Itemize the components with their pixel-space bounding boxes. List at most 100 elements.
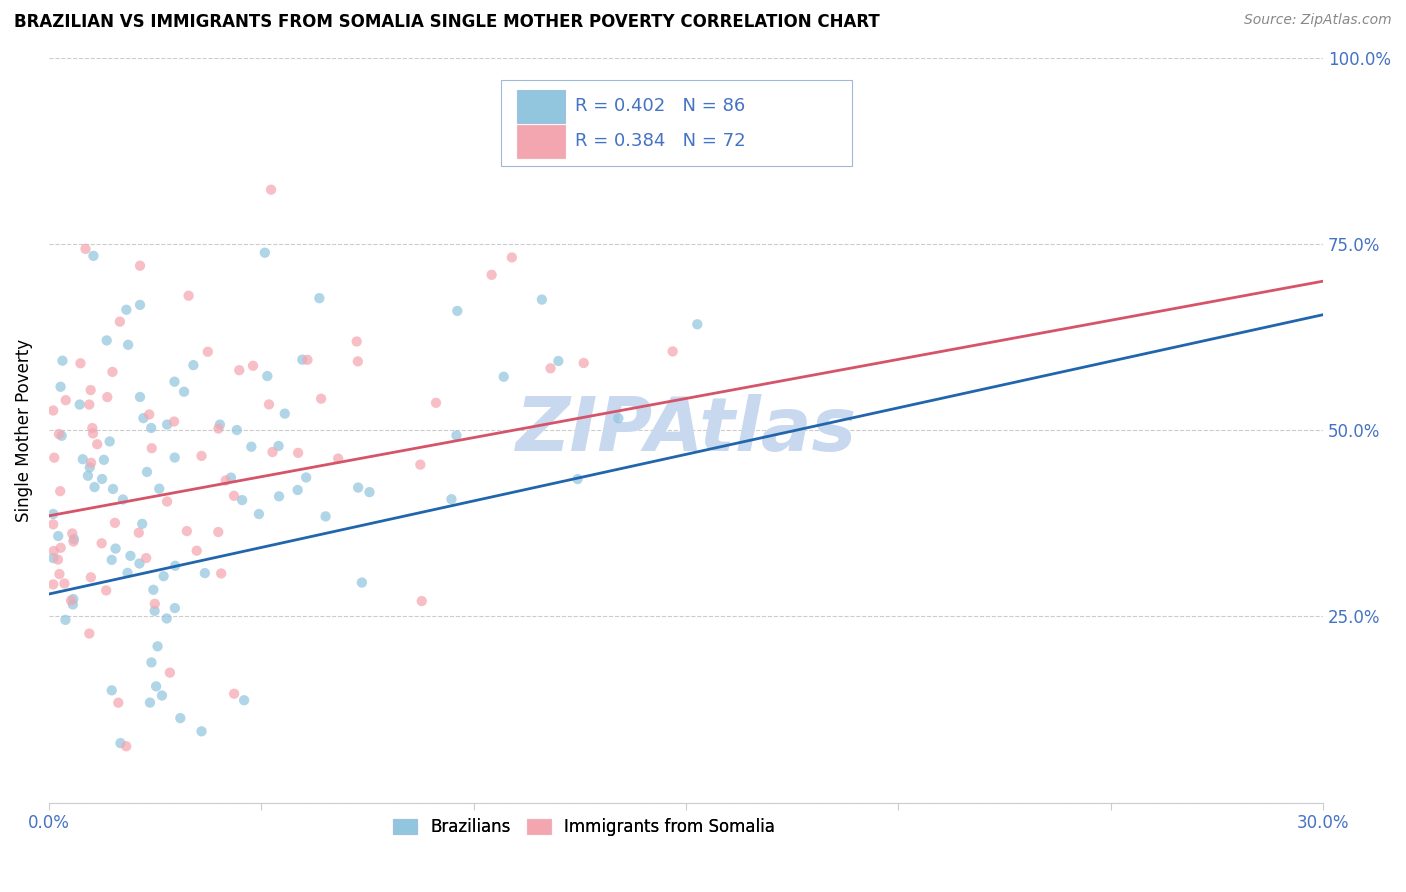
Point [194,566,217,580]
Point [63,532,86,546]
Point [207,421,229,435]
Point [90,536,112,550]
Point [128,525,150,540]
Point [446,304,468,318]
Point [48,427,70,442]
Point [530,293,553,307]
Point [572,356,595,370]
Point [49,541,72,555]
Point [240,440,263,454]
Point [60,526,83,541]
Point [148,482,170,496]
Point [347,354,370,368]
Point [82,421,104,435]
Point [104,516,127,530]
Point [104,541,127,556]
Point [110,736,132,750]
Point [350,575,373,590]
Point [308,291,330,305]
Point [291,352,314,367]
FancyBboxPatch shape [502,80,852,166]
Point [55,613,77,627]
Point [55,393,77,408]
Point [77,468,100,483]
Point [141,421,163,435]
Point [100,683,122,698]
Point [83,480,105,494]
Point [150,689,173,703]
Point [186,543,208,558]
Point [359,485,381,500]
Point [51,429,73,443]
Point [247,507,270,521]
Point [661,344,683,359]
Point [42,507,65,521]
Point [347,481,370,495]
Y-axis label: Single Mother Poverty: Single Mother Poverty [15,339,32,522]
Point [224,687,246,701]
Point [82,249,104,263]
Point [163,375,186,389]
Point [96,390,118,404]
Point [111,492,134,507]
Point [101,365,124,379]
Point [115,739,138,754]
Point [62,598,84,612]
Point [481,268,503,282]
Point [146,640,169,654]
Point [141,656,163,670]
Point [197,344,219,359]
Point [257,397,280,411]
Point [163,601,186,615]
Point [49,484,72,499]
Point [219,470,242,484]
Point [242,359,264,373]
Point [156,417,179,432]
Point [262,445,284,459]
Point [209,566,232,581]
Point [547,354,569,368]
Point [409,458,432,472]
Point [44,450,66,465]
Point [115,302,138,317]
Point [42,517,65,532]
Point [411,594,433,608]
Point [96,334,118,348]
Point [129,390,152,404]
Point [207,524,229,539]
Point [225,423,247,437]
Point [256,369,278,384]
Legend: Brazilians, Immigrants from Somalia: Brazilians, Immigrants from Somalia [387,812,782,843]
Point [80,456,103,470]
Point [686,318,709,332]
Point [107,696,129,710]
Text: Source: ZipAtlas.com: Source: ZipAtlas.com [1244,13,1392,28]
Point [177,289,200,303]
Point [101,482,124,496]
Point [75,242,97,256]
Point [156,494,179,508]
Point [492,369,515,384]
Point [607,411,630,425]
Point [69,356,91,370]
Point [173,384,195,399]
Point [176,524,198,538]
Point [190,449,212,463]
Point [42,577,65,591]
Point [163,415,186,429]
Point [159,665,181,680]
Point [128,557,150,571]
Point [129,259,152,273]
Point [145,679,167,693]
Point [72,452,94,467]
Point [233,693,256,707]
Point [165,558,187,573]
Point [79,398,101,412]
Point [51,353,73,368]
Point [425,396,447,410]
Point [267,489,290,503]
Point [120,549,142,563]
Point [141,442,163,456]
Point [260,183,283,197]
Point [143,604,166,618]
